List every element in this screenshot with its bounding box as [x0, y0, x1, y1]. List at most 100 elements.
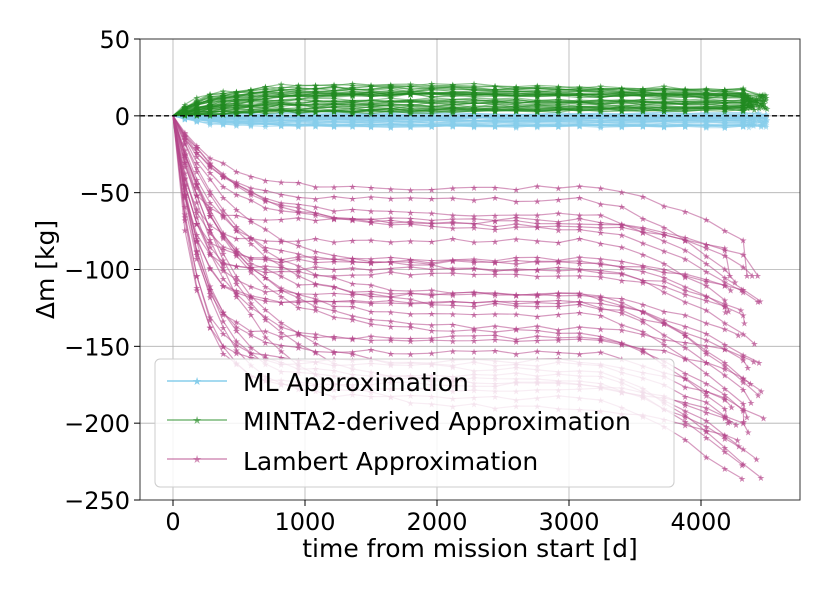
star-marker: ★ [660, 124, 668, 134]
star-marker: ★ [367, 113, 375, 123]
star-marker: ★ [554, 115, 562, 125]
star-marker: ★ [294, 118, 302, 128]
star-marker: ★ [232, 293, 240, 303]
star-marker: ★ [491, 117, 499, 127]
star-marker: ★ [762, 112, 770, 122]
star-marker: ★ [554, 264, 562, 274]
star-marker: ★ [206, 265, 214, 275]
star-marker: ★ [721, 366, 729, 376]
star-marker: ★ [533, 123, 541, 133]
star-marker: ★ [247, 311, 255, 321]
star-marker: ★ [554, 123, 562, 133]
star-marker: ★ [312, 235, 320, 245]
x-tick-label: 2000 [406, 508, 467, 536]
star-marker: ★ [294, 262, 302, 272]
legend: ★ ML Approximation ★ MINTA2-derived Appr… [154, 358, 675, 488]
star-marker: ★ [277, 179, 285, 189]
star-marker: ★ [428, 310, 436, 320]
x-tick-label: 3000 [538, 508, 599, 536]
star-marker: ★ [660, 114, 668, 124]
star-marker: ★ [277, 123, 285, 133]
star-marker: ★ [533, 348, 541, 358]
star-marker: ★ [739, 123, 747, 133]
star-marker: ★ [512, 326, 520, 336]
star-marker: ★ [491, 87, 499, 97]
star-marker: ★ [734, 331, 742, 341]
star-marker: ★ [277, 216, 285, 226]
ml-trajectory: ★★★★★★★★★★★★★★★★★★★★★★★★★★★★★★★★ [172, 115, 759, 131]
star-marker: ★ [348, 217, 356, 227]
star-marker: ★ [181, 115, 189, 125]
star-marker: ★ [721, 106, 729, 116]
star-marker: ★ [759, 119, 767, 129]
star-marker: ★ [491, 115, 499, 125]
star-marker: ★ [762, 118, 770, 128]
star-marker: ★ [702, 307, 710, 317]
star-marker: ★ [247, 173, 255, 183]
star-marker: ★ [261, 115, 269, 125]
star-marker: ★ [757, 123, 765, 133]
star-marker: ★ [618, 270, 626, 280]
star-marker: ★ [428, 335, 436, 345]
star-marker: ★ [261, 333, 269, 343]
star-marker: ★ [387, 123, 395, 133]
star-marker: ★ [428, 123, 436, 133]
star-marker: ★ [193, 118, 201, 128]
star-marker: ★ [219, 183, 227, 193]
star-marker: ★ [348, 114, 356, 124]
star-marker: ★ [206, 116, 214, 126]
star-marker: ★ [639, 111, 647, 121]
star-marker: ★ [618, 123, 626, 133]
star-marker: ★ [449, 101, 457, 111]
star-marker: ★ [533, 237, 541, 247]
star-marker: ★ [554, 239, 562, 249]
star-marker: ★ [639, 86, 647, 96]
star-marker: ★ [681, 208, 689, 218]
star-marker: ★ [747, 399, 755, 409]
star-marker: ★ [597, 121, 605, 131]
star-marker: ★ [428, 238, 436, 248]
star-marker: ★ [576, 116, 584, 126]
star-marker: ★ [739, 446, 747, 456]
star-marker: ★ [702, 106, 710, 116]
star-marker: ★ [739, 123, 747, 133]
star-marker: ★ [330, 104, 338, 114]
star-marker: ★ [277, 262, 285, 272]
star-marker: ★ [491, 332, 499, 342]
star-marker: ★ [219, 118, 227, 128]
star-marker: ★ [618, 340, 626, 350]
star-marker: ★ [512, 122, 520, 132]
star-marker: ★ [232, 110, 240, 120]
star-marker: ★ [491, 123, 499, 133]
star-marker: ★ [348, 116, 356, 126]
star-marker: ★ [407, 116, 415, 126]
star-marker: ★ [367, 193, 375, 203]
star-marker: ★ [702, 119, 710, 129]
star-marker: ★ [660, 123, 668, 133]
star-marker: ★ [470, 114, 478, 124]
star-marker: ★ [739, 122, 747, 132]
star-marker: ★ [367, 123, 375, 133]
star-marker: ★ [702, 118, 710, 128]
star-marker: ★ [277, 121, 285, 131]
star-marker: ★ [247, 98, 255, 108]
star-marker: ★ [618, 244, 626, 254]
star-marker: ★ [660, 117, 668, 127]
star-marker: ★ [206, 324, 214, 334]
star-marker: ★ [232, 115, 240, 125]
star-marker: ★ [749, 121, 757, 131]
star-marker: ★ [470, 122, 478, 132]
star-marker: ★ [721, 394, 729, 404]
star-marker: ★ [762, 123, 770, 133]
star-marker: ★ [277, 273, 285, 283]
star-marker: ★ [681, 119, 689, 129]
star-marker: ★ [219, 87, 227, 97]
star-marker: ★ [387, 239, 395, 249]
star-marker: ★ [639, 328, 647, 338]
star-marker: ★ [407, 122, 415, 132]
star-marker: ★ [206, 236, 214, 246]
star-marker: ★ [407, 264, 415, 274]
star-marker: ★ [312, 115, 320, 125]
star-marker: ★ [618, 203, 626, 213]
star-marker: ★ [721, 114, 729, 124]
